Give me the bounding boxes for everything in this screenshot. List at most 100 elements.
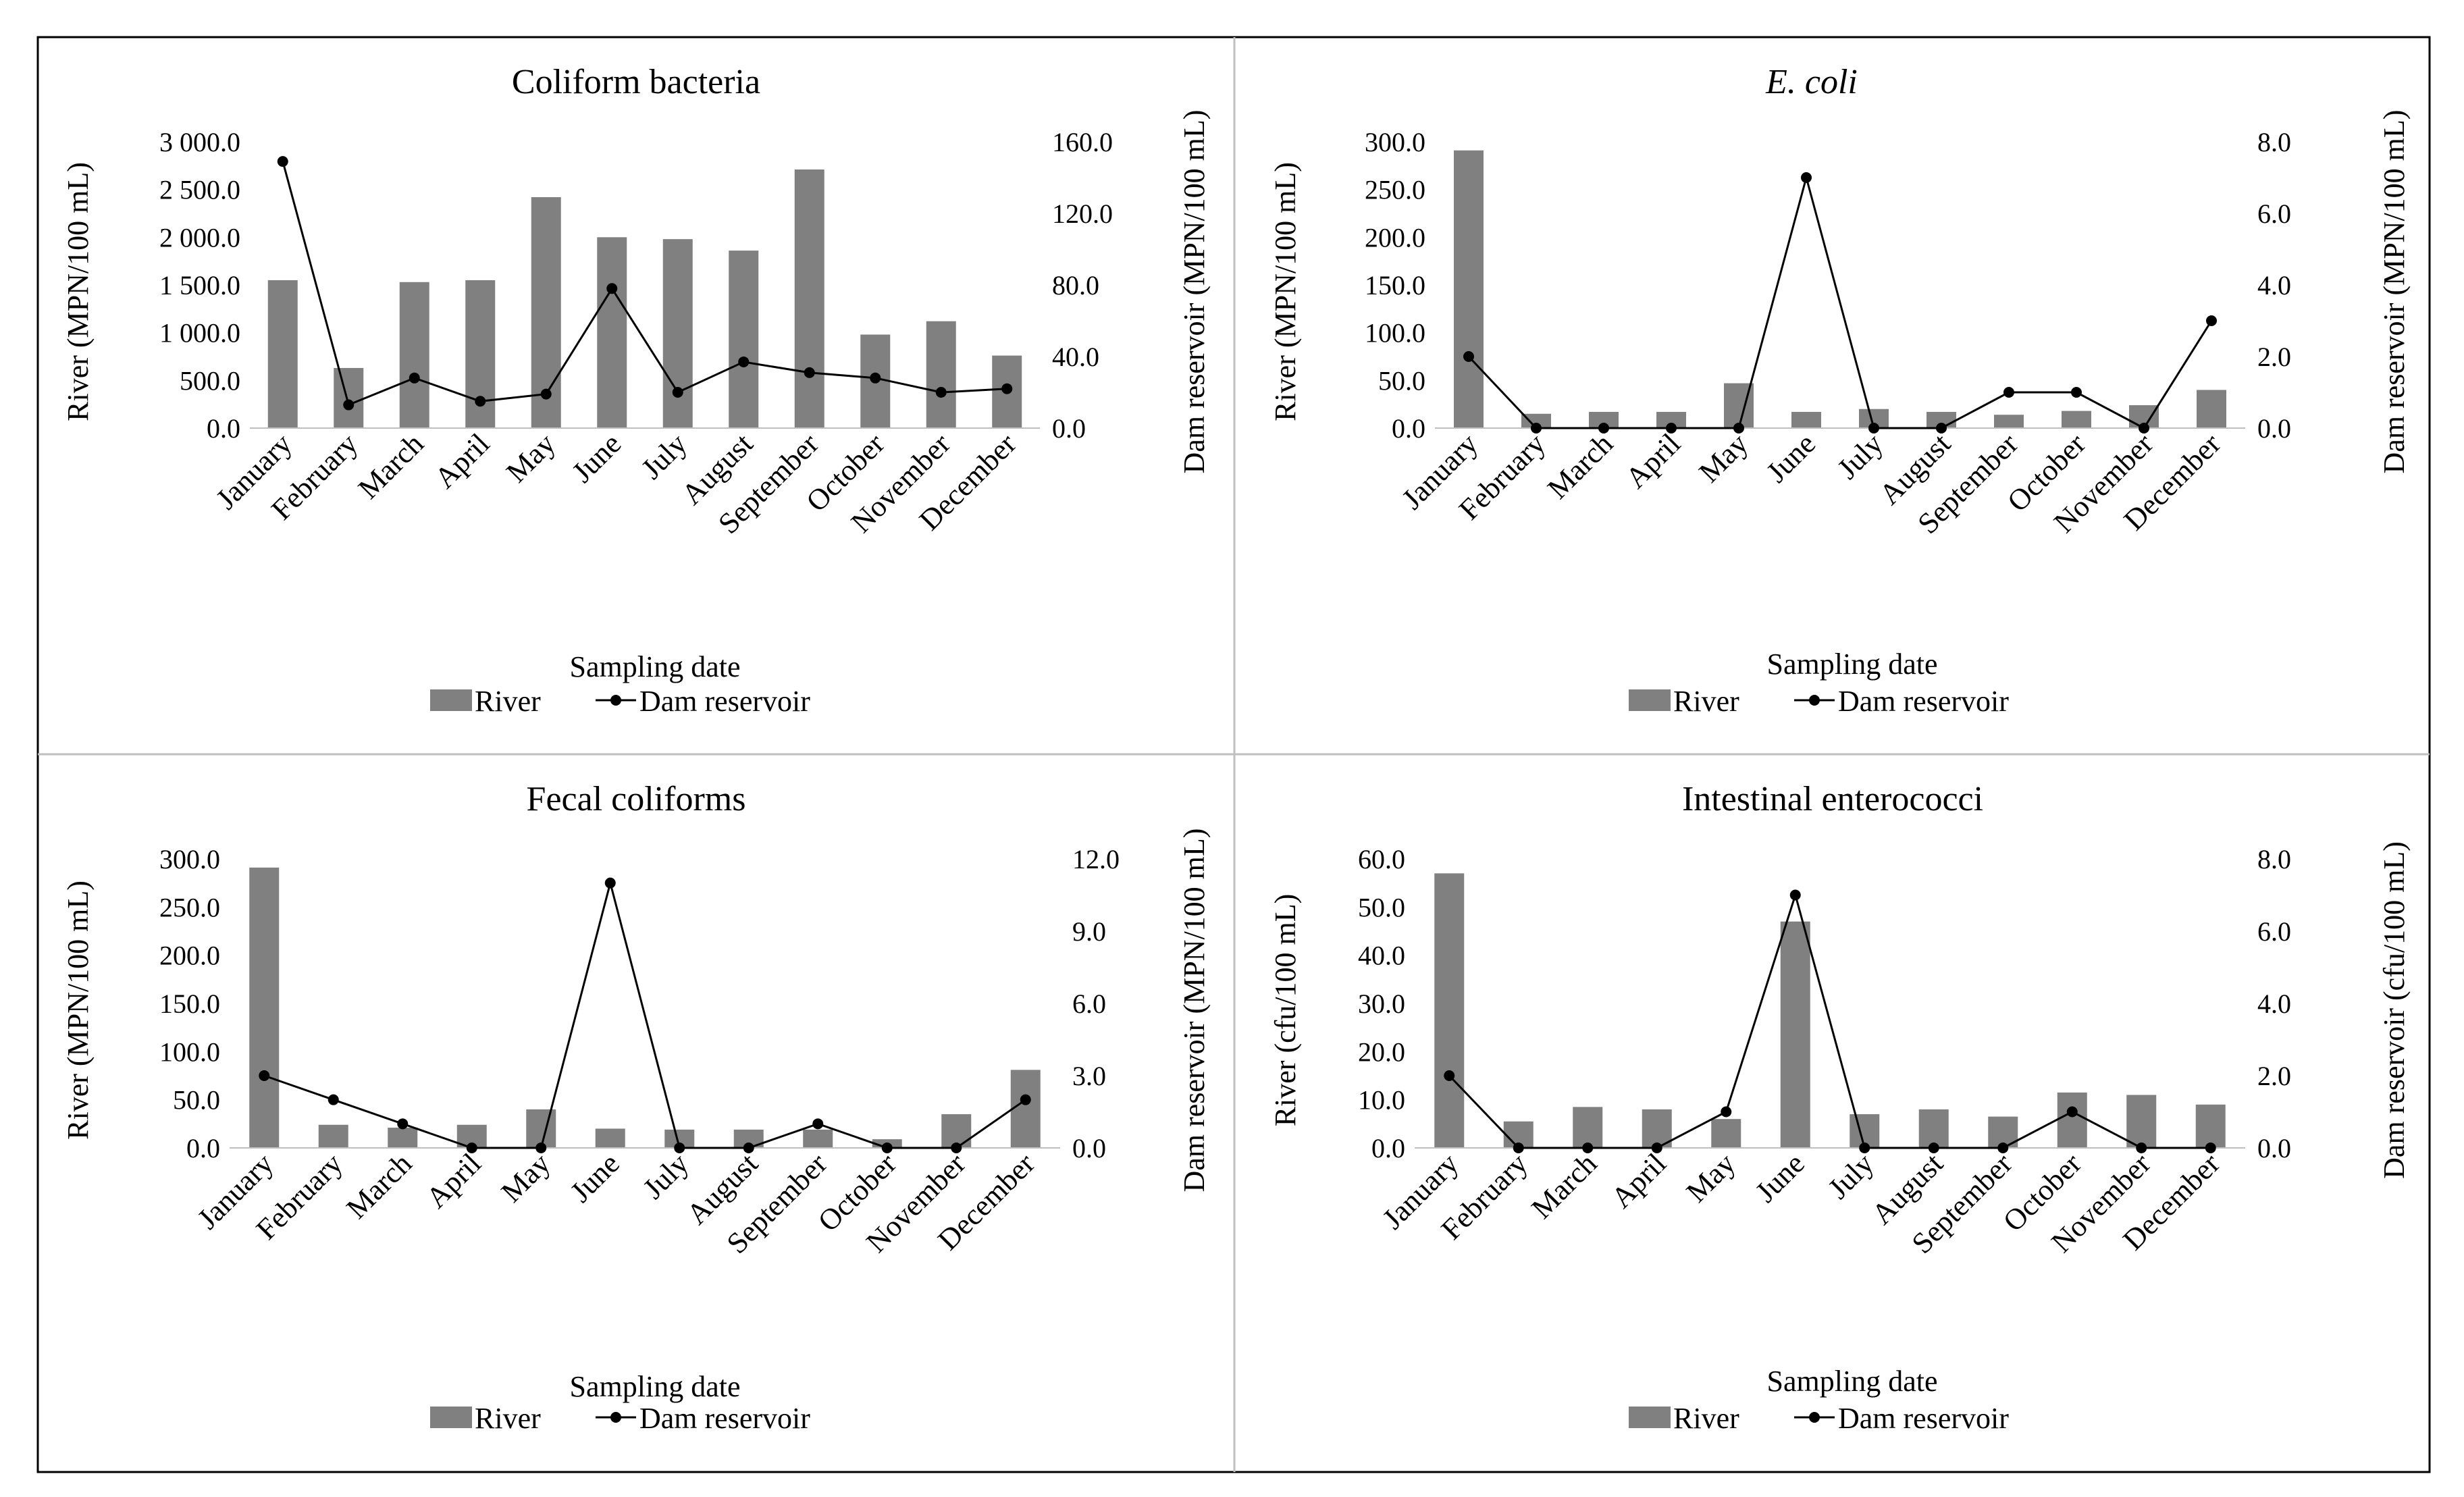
chart-title: Coliform bacteria <box>512 63 760 101</box>
y-left-tick-label: 1 500.0 <box>159 270 240 300</box>
chart-panel-3: Fecal coliforms 0.0 50.0 100.0 150.0 200.0 250… <box>61 780 1211 1435</box>
bar-river-august <box>729 251 759 428</box>
y-left-tick-label: 60.0 <box>1358 844 1405 874</box>
point-dam-june <box>1801 172 1812 183</box>
point-dam-december <box>2206 315 2217 326</box>
chart-title: Intestinal enterococci <box>1682 780 1983 818</box>
y-right-tick-label: 4.0 <box>2257 989 2291 1019</box>
y-left-tick-label: 10.0 <box>1358 1085 1405 1115</box>
y-left-tick-label: 50.0 <box>1358 892 1405 922</box>
y-left-axis-label: River (MPN/100 mL) <box>61 881 95 1140</box>
bar-river-december <box>2197 390 2226 428</box>
bar-river-december <box>2195 1104 2226 1148</box>
point-dam-february <box>1531 423 1542 434</box>
bar-river-november <box>926 321 956 428</box>
legend-dam-marker <box>610 695 621 706</box>
y-left-tick-label: 0.0 <box>186 1133 220 1163</box>
x-tick-label: May <box>1680 1147 1742 1209</box>
bar-river-november <box>941 1114 972 1148</box>
y-left-axis-label: River (cfu/100 mL) <box>1269 894 1302 1127</box>
x-tick-label: July <box>1831 427 1890 485</box>
point-dam-july <box>674 1143 685 1153</box>
x-axis-label: Sampling date <box>1767 648 1938 681</box>
y-right-tick-label: 40.0 <box>1052 342 1099 372</box>
y-right-tick-label: 2.0 <box>2257 342 2291 372</box>
x-axis-label: Sampling date <box>570 650 741 683</box>
bar-river-december <box>1010 1070 1041 1148</box>
legend-dam-label: Dam reservoir <box>1838 685 2009 718</box>
legend-dam-label: Dam reservoir <box>1838 1402 2009 1435</box>
y-left-tick-label: 100.0 <box>159 1036 220 1067</box>
y-right-tick-label: 8.0 <box>2257 844 2291 874</box>
point-dam-april <box>475 396 486 407</box>
y-left-tick-label: 0.0 <box>1392 413 1425 444</box>
bar-river-october <box>2057 1092 2087 1148</box>
bar-river-may <box>1711 1119 1741 1148</box>
legend-river-label: River <box>475 1402 541 1435</box>
point-dam-october <box>2071 387 2082 398</box>
bar-river-february <box>334 367 364 428</box>
legend-dam-label: Dam reservoir <box>639 685 810 718</box>
y-left-tick-label: 3 000.0 <box>159 127 240 157</box>
chart-title: E. coli <box>1765 63 1858 101</box>
y-left-tick-label: 0.0 <box>207 413 240 444</box>
y-right-tick-label: 160.0 <box>1052 127 1113 157</box>
point-dam-july <box>672 387 683 398</box>
line-dam-reservoir <box>263 878 1026 1149</box>
point-dam-november <box>2136 1143 2147 1153</box>
bar-river-september <box>794 169 824 428</box>
point-dam-february <box>343 399 355 411</box>
line-dam-reservoir <box>1467 174 2213 429</box>
bar-river-june <box>595 1128 625 1148</box>
legend-river-label: River <box>1673 1402 1739 1435</box>
y-left-tick-label: 20.0 <box>1358 1036 1405 1067</box>
point-dam-july <box>1859 1143 1870 1153</box>
point-dam-september <box>804 367 815 378</box>
y-right-tick-label: 6.0 <box>1072 989 1106 1019</box>
x-tick-label: May <box>500 427 562 489</box>
point-dam-may <box>540 388 552 400</box>
x-tick-label: April <box>1619 427 1687 494</box>
legend-river-swatch <box>1629 689 1671 711</box>
y-right-tick-label: 6.0 <box>2257 199 2291 229</box>
x-tick-label: March <box>352 427 430 505</box>
bar-river-may <box>526 1109 556 1148</box>
x-tick-label: May <box>495 1147 557 1209</box>
point-dam-may <box>1721 1106 1732 1118</box>
y-left-tick-label: 100.0 <box>1365 318 1425 348</box>
point-dam-june <box>606 283 618 294</box>
y-left-tick-label: 2 500.0 <box>159 175 240 205</box>
bar-river-september <box>803 1129 833 1148</box>
point-dam-may <box>1733 423 1744 434</box>
point-dam-may <box>535 1143 547 1153</box>
point-dam-december <box>1001 383 1013 394</box>
chart-panel-4: Intestinal enterococci 0.0 10.0 20.0 30.0 40.… <box>1269 780 2411 1435</box>
x-tick-label: May <box>1692 427 1754 489</box>
point-dam-march <box>409 372 420 384</box>
x-tick-label: March <box>1525 1147 1603 1225</box>
point-dam-january <box>259 1070 270 1081</box>
point-dam-february <box>327 1094 339 1105</box>
point-dam-september <box>1997 1143 2009 1153</box>
y-left-tick-label: 250.0 <box>159 892 220 922</box>
legend-river-swatch <box>430 1407 472 1428</box>
x-axis-label: Sampling date <box>1767 1365 1938 1398</box>
y-left-tick-label: 300.0 <box>159 844 220 874</box>
bar-river-january <box>1454 150 1484 428</box>
y-right-tick-label: 0.0 <box>2257 413 2291 444</box>
x-tick-label: July <box>1822 1147 1881 1205</box>
y-right-tick-label: 0.0 <box>1072 1133 1106 1163</box>
bar-river-february <box>318 1124 348 1148</box>
point-dam-october <box>2066 1106 2078 1118</box>
y-left-tick-label: 50.0 <box>1378 365 1425 396</box>
point-dam-january <box>277 156 288 167</box>
bar-river-july <box>662 239 693 428</box>
x-tick-label: July <box>637 1147 696 1205</box>
x-tick-label: April <box>419 1147 487 1214</box>
legend-dam-marker <box>1809 695 1820 706</box>
y-left-tick-label: 150.0 <box>1365 270 1425 300</box>
point-dam-march <box>1598 423 1609 434</box>
y-right-tick-label: 2.0 <box>2257 1061 2291 1091</box>
y-left-tick-label: 1 000.0 <box>159 318 240 348</box>
point-dam-august <box>1928 1143 1939 1153</box>
